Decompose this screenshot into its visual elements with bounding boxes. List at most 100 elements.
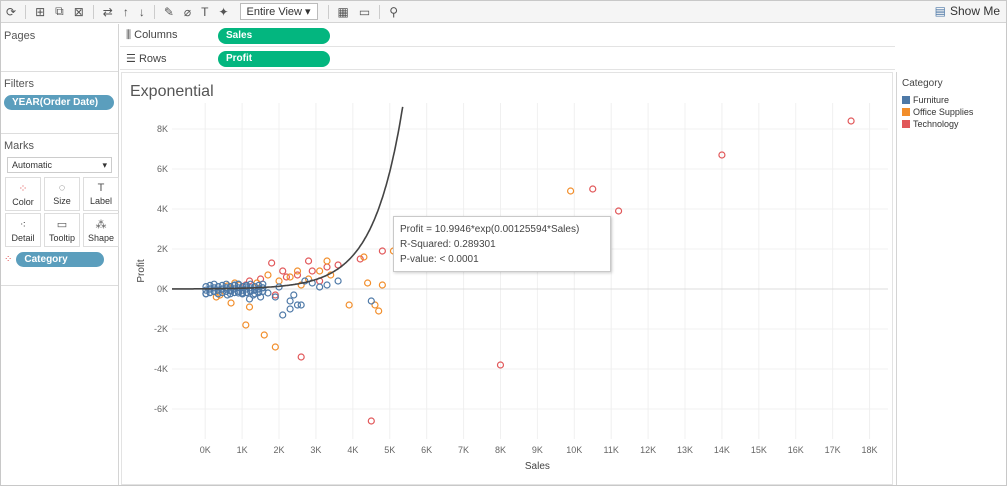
x-tick-label: 6K [421, 445, 432, 455]
x-tick-label: 17K [825, 445, 841, 455]
legend-title: Category [902, 78, 943, 89]
size-icon: ◌ [58, 182, 66, 194]
x-tick-label: 9K [532, 445, 543, 455]
data-point [847, 117, 855, 125]
category-legend: Category Furniture Office Supplies Techn… [896, 72, 1006, 485]
data-point [323, 257, 331, 265]
legend-item-technology[interactable]: Technology [902, 119, 1001, 129]
data-point [718, 151, 726, 159]
duplicate-sheet-icon[interactable]: ⧉ [55, 4, 64, 18]
share-icon[interactable]: ⚲ [389, 4, 399, 19]
data-point [566, 187, 575, 195]
data-point [293, 301, 302, 309]
x-tick-label: 14K [714, 445, 730, 455]
label-icon[interactable]: T [201, 4, 209, 19]
data-point [378, 281, 386, 289]
trend-line [172, 106, 404, 290]
swap-icon[interactable]: ⇄ [102, 4, 113, 19]
shape-icon: ⁂ [95, 219, 107, 231]
columns-pill[interactable]: Sales [218, 27, 330, 44]
group-icon[interactable]: ⌀ [183, 4, 192, 19]
data-point [589, 185, 597, 193]
data-point [245, 303, 254, 311]
data-point [279, 311, 287, 319]
data-point [371, 301, 379, 309]
presentation-icon[interactable]: ▭ [358, 4, 371, 19]
rows-pill[interactable]: Profit [218, 50, 330, 67]
color-button[interactable]: ⁘ Color [5, 177, 41, 211]
columns-icon: ⫼ [126, 29, 132, 41]
tooltip-icon: ▭ [56, 219, 68, 231]
trend-tooltip: Profit = 10.9946*exp(0.00125594*Sales) R… [393, 216, 611, 272]
data-point [334, 277, 342, 285]
legend-item-furniture[interactable]: Furniture [902, 95, 1001, 105]
data-point [242, 289, 251, 297]
y-tick-label: -2K [154, 324, 168, 334]
data-point [279, 267, 287, 275]
columns-label: ⫼ Columns [126, 29, 178, 41]
category-mark-row: ⁘ Category [4, 252, 115, 267]
data-point [304, 257, 313, 265]
data-point [245, 295, 254, 303]
tooltip-pvalue: P-value: < 0.0001 [400, 254, 479, 265]
data-point [308, 267, 316, 275]
x-tick-label: 18K [862, 445, 878, 455]
data-point [290, 291, 298, 299]
data-point [286, 297, 294, 305]
filter-pill[interactable]: YEAR(Order Date) [4, 95, 114, 110]
sort-descending-icon[interactable]: ↓ [138, 4, 145, 19]
tooltip-button[interactable]: ▭ Tooltip [44, 213, 80, 247]
highlight-icon[interactable]: ✎ [163, 4, 174, 19]
rows-label: ☰ Rows [126, 53, 167, 65]
x-tick-label: 12K [640, 445, 656, 455]
data-point [260, 331, 268, 339]
data-point [286, 273, 294, 281]
y-tick-label: 2K [157, 244, 168, 254]
chevron-down-icon: ▾ [102, 159, 107, 170]
filters-pane: Filters YEAR(Order Date) [1, 72, 118, 134]
x-tick-label: 5K [384, 445, 395, 455]
toolbar: ⟳ ⊞ ⧉ ⊠ ⇄ ↑ ↓ ✎ ⌀ T ✦ Entire View ▾ ▦ ▭ … [1, 1, 1006, 23]
color-dots-icon: ⁘ [4, 254, 13, 265]
data-point [345, 301, 353, 309]
category-pill[interactable]: Category [16, 252, 105, 267]
data-point [226, 290, 234, 298]
mark-type-select[interactable]: Automatic ▾ [7, 157, 112, 173]
legend-swatch [902, 108, 910, 116]
refresh-icon[interactable]: ⟳ [6, 4, 17, 19]
color-icon: ⁘ [18, 183, 28, 195]
rows-icon: ☰ [126, 53, 136, 65]
x-tick-label: 11K [604, 445, 619, 455]
x-tick-label: 3K [310, 445, 321, 455]
data-point [227, 299, 235, 307]
size-button[interactable]: ◌ Size [44, 177, 80, 211]
x-tick-label: 13K [677, 445, 693, 455]
tooltip-rsquared: R-Squared: 0.289301 [400, 239, 496, 250]
data-point [242, 321, 250, 329]
x-tick-label: 15K [751, 445, 767, 455]
columns-shelf: ⫼ Columns Sales [120, 25, 895, 47]
data-point [297, 281, 305, 289]
clear-sheet-icon[interactable]: ⊠ [73, 4, 84, 19]
data-point [375, 307, 383, 315]
label-icon: T [97, 182, 105, 194]
pin-icon[interactable]: ✦ [218, 4, 229, 19]
sort-ascending-icon[interactable]: ↑ [122, 4, 129, 19]
fit-select[interactable]: Entire View ▾ [239, 3, 318, 20]
shape-button[interactable]: ⁂ Shape [83, 213, 119, 247]
scatter-chart: 0K 1K 2K 3K 4K 5K 6K 7K 8K 9K 10K 11K 12K 13K 14K 15K 16… [136, 103, 888, 472]
detail-button[interactable]: ⁖ Detail [5, 213, 41, 247]
label-button[interactable]: T Label [83, 177, 119, 211]
new-sheet-icon[interactable]: ⊞ [35, 4, 46, 19]
legend-item-office-supplies[interactable]: Office Supplies [902, 107, 1001, 117]
data-point [316, 283, 324, 291]
x-tick-label: 2K [274, 445, 285, 455]
data-point [202, 290, 210, 298]
show-cards-icon[interactable]: ▦ [337, 4, 349, 19]
mark-buttons: ⁘ Color ◌ Size T Label ⁖ Detail ▭ Tooltip ⁂ Sh… [4, 177, 119, 247]
data-point [264, 271, 272, 279]
y-tick-label: 4K [157, 204, 168, 214]
show-me-button[interactable]: ▤ Show Me [934, 4, 1000, 18]
marks-title: Marks [4, 140, 34, 152]
pages-title: Pages [4, 30, 36, 42]
